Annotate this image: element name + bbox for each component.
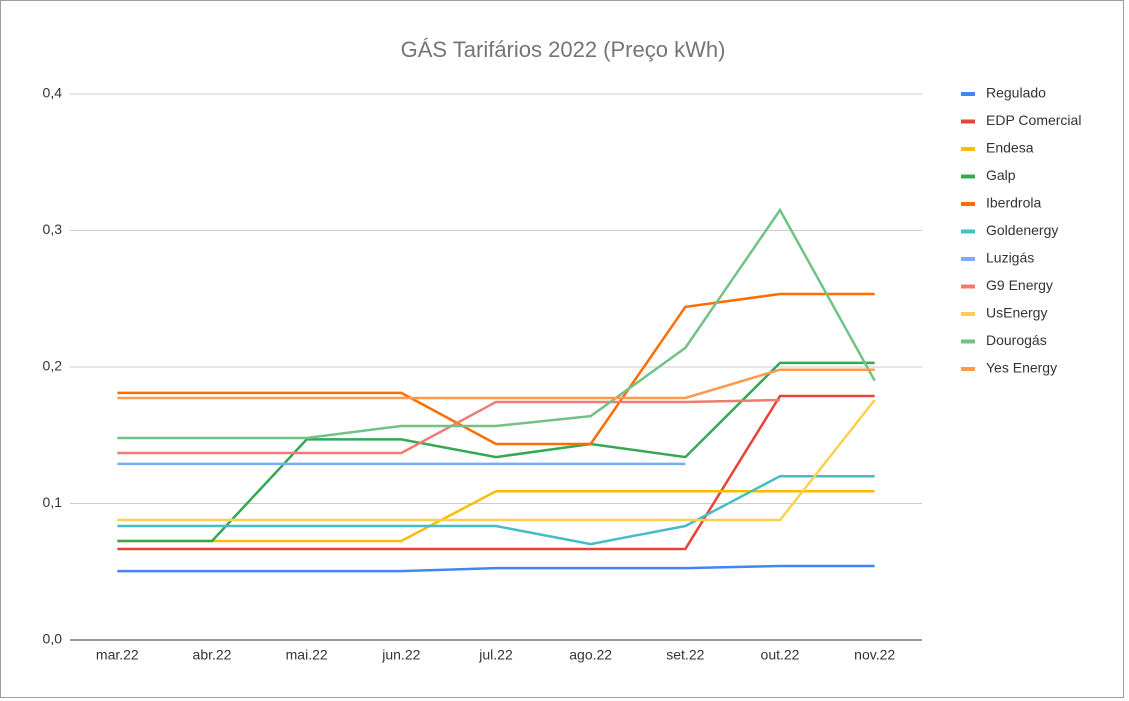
line — [117, 292, 875, 446]
legend-label: Endesa — [986, 140, 1034, 156]
y-tick-label: 0,4 — [43, 85, 63, 101]
y-tick-label: 0,0 — [43, 631, 63, 647]
line — [117, 361, 875, 543]
x-tick-label: mar.22 — [96, 647, 139, 663]
legend-label: Goldenergy — [986, 222, 1058, 238]
legend-swatch — [961, 339, 975, 344]
x-tick-label: abr.22 — [193, 647, 232, 663]
line — [117, 399, 876, 522]
x-tick-label: jun.22 — [381, 647, 420, 663]
x-tick-label: ago.22 — [569, 647, 612, 663]
x-tick-label: out.22 — [761, 647, 800, 663]
legend-label: EDP Comercial — [986, 112, 1081, 128]
line — [117, 489, 875, 543]
x-tick-label: mai.22 — [286, 647, 328, 663]
line — [117, 394, 875, 551]
line — [117, 474, 875, 546]
legend-swatch — [961, 202, 975, 206]
line — [117, 564, 875, 573]
legend-label: Luzigás — [986, 250, 1034, 266]
legend-swatch — [961, 312, 975, 316]
legend-swatch — [961, 147, 975, 151]
chart-title: GÁS Tarifários 2022 (Preço kWh) — [401, 37, 726, 62]
y-tick-label: 0,3 — [43, 221, 63, 237]
legend-label: G9 Energy — [986, 277, 1053, 293]
legend-label: UsEnergy — [986, 305, 1047, 321]
x-tick-label: nov.22 — [854, 647, 895, 663]
legend-label: Yes Energy — [986, 360, 1057, 376]
legend-label: Iberdrola — [986, 195, 1041, 211]
line — [117, 207, 876, 440]
y-tick-label: 0,2 — [43, 358, 63, 374]
line — [117, 368, 875, 400]
legend-swatch — [961, 174, 975, 179]
legend-swatch — [961, 257, 975, 261]
legend-label: Regulado — [986, 85, 1046, 101]
y-tick-label: 0,1 — [43, 494, 63, 510]
legend-label: Galp — [986, 167, 1016, 183]
legend-label: Dourogás — [986, 332, 1047, 348]
legend-swatch — [961, 284, 975, 289]
x-tick-label: set.22 — [666, 647, 704, 663]
line — [117, 398, 781, 455]
legend-swatch — [961, 229, 975, 234]
legend-swatch — [961, 92, 975, 96]
legend-swatch — [961, 367, 975, 371]
x-tick-label: jul.22 — [478, 647, 513, 663]
legend-swatch — [961, 119, 975, 124]
